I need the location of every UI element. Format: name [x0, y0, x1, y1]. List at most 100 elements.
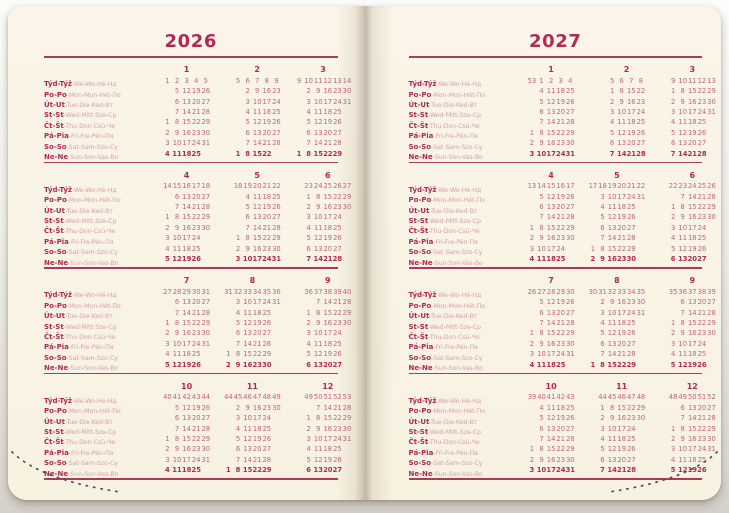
day-cell: 31: [636, 308, 646, 317]
month-week-cells: 49 50 51 52 53: [304, 393, 352, 401]
day-label-bold: So-So: [44, 142, 67, 151]
month-column-slot: 1 8 15 22 29: [224, 234, 282, 242]
week-number-cell: 7: [629, 76, 634, 85]
day-cell: 27: [272, 213, 281, 222]
day-cell: 8: [235, 350, 241, 359]
day-cell: 20: [617, 223, 627, 232]
day-cell: 3: [600, 424, 605, 433]
day-label-translations: -Tue-Die-Ked-Вт: [429, 102, 478, 110]
week-number-cell: 43: [565, 393, 575, 402]
month-week-cells: 1 8 15 22 29: [668, 203, 716, 211]
day-cell: 23: [191, 329, 201, 338]
day-cell: 20: [556, 203, 566, 212]
day-cell: 16: [242, 360, 253, 369]
month-column-slot: 2 9 16 23 30: [224, 404, 282, 412]
day-cell: 26: [565, 97, 575, 106]
week-number-cell: 18: [201, 182, 211, 191]
month-column-slot: 4 11 18 25: [153, 150, 211, 158]
day-cell: 6: [174, 97, 180, 106]
day-label-bold: Týd-Týž: [408, 396, 437, 405]
month-week-cells: 36 37 38 39 40: [304, 288, 352, 296]
day-cell: [272, 361, 282, 369]
day-cell: 3: [235, 298, 241, 307]
day-cell: 26: [565, 414, 575, 423]
day-cell: 25: [262, 308, 272, 317]
week-number-cell: 40: [163, 393, 172, 402]
day-cell: 24: [191, 339, 201, 348]
day-cell: 25: [191, 149, 201, 158]
week-number-cell: 42: [182, 393, 191, 402]
day-label-bold: Týd-Týž: [408, 185, 437, 194]
day-cell: 8: [680, 318, 685, 327]
day-label-translations: -Sun-Son-Vas-Во: [432, 259, 483, 267]
month-week-cells: 2 9 16 23 30: [233, 245, 281, 253]
day-cell: [224, 445, 234, 453]
day-row-label: St-St-Wed-Mitt-Sze-Ср: [409, 208, 505, 227]
day-cell: [588, 340, 598, 348]
month-column-slot: 4 11 18 25: [588, 435, 646, 443]
day-cell: 28: [565, 318, 575, 327]
month-week-cells: 3 10 17 24: [668, 340, 716, 348]
day-cell: 12: [607, 445, 617, 454]
week-number-cell: 52: [333, 393, 342, 402]
day-cell: 18: [617, 203, 627, 212]
day-cell: 16: [546, 339, 556, 348]
weekday-row: Po-Po-Mon-Mon-Hét-По 4 11 18 25 1 8 15 22 29 6 13 20…: [409, 403, 716, 416]
day-cell: 25: [697, 350, 707, 359]
day-cell: 7: [680, 414, 685, 423]
day-cell: 20: [617, 455, 627, 464]
day-cell: 25: [626, 434, 636, 443]
month-week-cells: 6 13 20 27: [607, 139, 645, 147]
day-cell: [294, 139, 304, 147]
day-cell: 25: [262, 424, 272, 433]
day-cell: [272, 340, 282, 348]
day-cell: 24: [697, 445, 707, 454]
day-cell: 9: [174, 128, 180, 137]
day-cell: 16: [323, 87, 333, 96]
day-cell: 28: [707, 414, 716, 423]
day-cell: 17: [182, 234, 191, 243]
week-number-cell: 2: [174, 76, 180, 85]
day-cell: [272, 414, 282, 422]
day-cell: 13: [617, 139, 627, 148]
month-week-cells: 2 9 16 23 30: [304, 425, 352, 433]
day-cell: 24: [333, 434, 342, 443]
day-cell: 21: [252, 455, 262, 464]
month-column-slot: 4 11 18 25: [224, 108, 282, 116]
week-number-cell: 44: [598, 393, 607, 402]
day-cell: 15: [617, 403, 627, 412]
month-week-cells: 6 13 20 27: [163, 98, 211, 106]
day-cell: 4: [600, 318, 605, 327]
day-cell: 30: [707, 329, 716, 338]
day-label-bold: So-So: [408, 459, 432, 468]
day-cell: 9: [609, 298, 615, 307]
day-label-bold: Ne-Ne: [408, 258, 433, 267]
day-cell: 2: [235, 403, 241, 412]
day-label-bold: Po-Po: [44, 90, 67, 99]
week-number-cell: 53: [342, 393, 352, 402]
day-cell: 23: [556, 234, 566, 243]
month-week-cells: 5 12 19 26: [163, 361, 211, 369]
day-cell: 12: [313, 455, 323, 464]
day-cell: [527, 203, 537, 211]
week-number-cell: 4: [194, 76, 199, 85]
day-cell: 23: [697, 434, 707, 443]
week-number-cell: 23: [678, 182, 688, 191]
month-week-cells: 3 10 17 24 31: [163, 340, 211, 348]
day-cell: 7: [316, 298, 321, 307]
day-cell: 17: [546, 466, 556, 475]
day-cell: 7: [539, 434, 544, 443]
day-cell: 16: [182, 223, 191, 232]
month-column-slot: 6 13 20 27: [659, 139, 717, 147]
day-cell: 27: [697, 255, 707, 264]
day-row-label: Čt-Št-Thu-Don-Csü-Че: [44, 324, 140, 343]
month-week-cells: 2 9 16 23: [233, 87, 281, 95]
day-cell: 2: [609, 97, 615, 106]
band-divider-rule: [408, 161, 702, 164]
day-cell: [566, 361, 576, 369]
day-label-bold: St-St: [408, 216, 429, 225]
day-cell: 5: [600, 213, 605, 222]
month-column-slot: 22 23 24 25 26: [659, 182, 717, 190]
month-week-cells: 44 45 46 47 48 49: [224, 393, 282, 401]
